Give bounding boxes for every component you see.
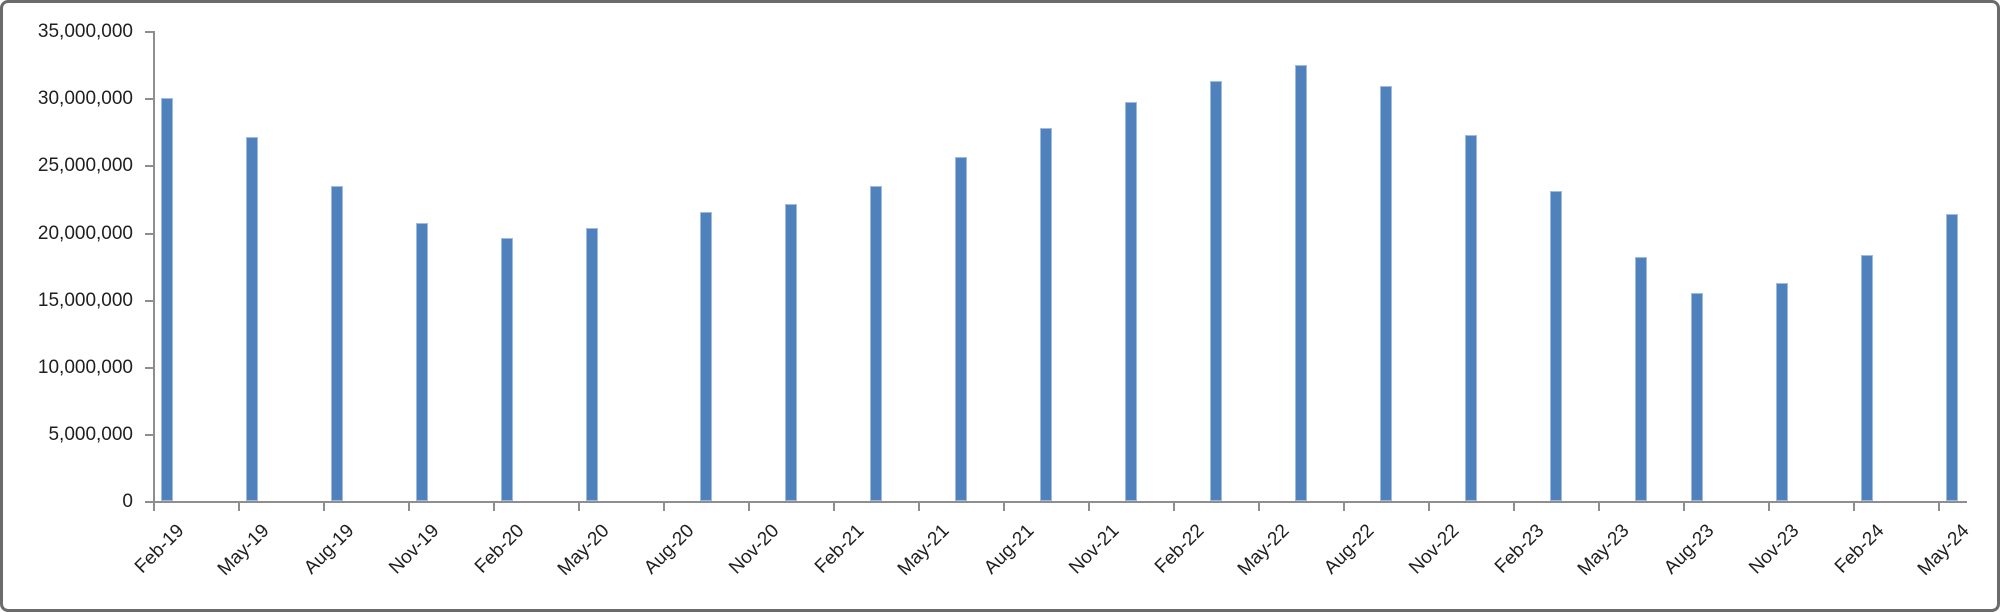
bar — [869, 185, 882, 501]
y-axis-tick — [145, 165, 154, 168]
y-axis-tick-label: 10,000,000 — [37, 356, 133, 378]
x-axis-tick — [578, 502, 581, 511]
bar — [1039, 127, 1052, 501]
bar — [1691, 292, 1704, 501]
x-axis-tick-label: Nov-22 — [1405, 520, 1464, 579]
y-axis-tick-label: 20,000,000 — [37, 222, 133, 244]
bar — [699, 212, 712, 501]
x-axis-tick — [408, 502, 411, 511]
x-axis-tick-label: Aug-23 — [1660, 520, 1719, 579]
x-axis-tick-label: Feb-22 — [1151, 520, 1209, 578]
x-axis-tick — [833, 502, 836, 511]
x-axis-tick-label: Nov-21 — [1065, 520, 1124, 579]
bar — [331, 185, 344, 501]
bar — [501, 237, 514, 501]
bar — [161, 98, 174, 501]
x-axis-tick-label: Feb-23 — [1491, 520, 1549, 578]
x-axis-tick — [1853, 502, 1856, 511]
x-axis-tick — [323, 502, 326, 511]
bar — [1294, 64, 1307, 501]
bar — [1861, 255, 1874, 501]
x-axis-tick — [1938, 502, 1941, 511]
x-axis-tick-label: Nov-20 — [725, 520, 784, 579]
bar — [1464, 134, 1477, 501]
bar — [1379, 86, 1392, 501]
x-axis-tick-label: Feb-19 — [131, 520, 189, 578]
bar — [1776, 283, 1789, 501]
y-axis-tick — [145, 98, 154, 101]
bar — [1124, 102, 1137, 501]
y-axis-tick-label: 30,000,000 — [37, 88, 133, 110]
x-axis-tick — [1768, 502, 1771, 511]
x-axis-tick-label: Aug-21 — [980, 520, 1039, 579]
x-axis-tick-label: Aug-22 — [1320, 520, 1379, 579]
bar — [954, 157, 967, 501]
y-axis-tick — [145, 299, 154, 302]
bar — [1549, 190, 1562, 501]
x-axis-tick-label: May-19 — [213, 520, 274, 580]
x-axis-tick-label: Nov-19 — [385, 520, 444, 579]
x-axis-tick-label: Nov-23 — [1745, 520, 1804, 579]
x-axis-tick-label: Aug-19 — [300, 520, 359, 579]
y-axis-tick — [145, 366, 154, 369]
x-axis-tick-label: May-23 — [1573, 520, 1634, 580]
x-axis-tick — [918, 502, 921, 511]
y-axis-tick-label: 25,000,000 — [37, 155, 133, 177]
x-axis-tick-label: Feb-20 — [471, 520, 529, 578]
x-axis-tick — [493, 502, 496, 511]
x-axis-tick — [748, 502, 751, 511]
x-axis-tick — [1513, 502, 1516, 511]
x-axis-tick — [1683, 502, 1686, 511]
y-axis-tick-label: 35,000,000 — [37, 21, 133, 43]
x-axis-tick — [1343, 502, 1346, 511]
x-axis-tick — [1173, 502, 1176, 511]
x-axis-tick — [1003, 502, 1006, 511]
x-axis-tick — [1428, 502, 1431, 511]
x-axis-tick — [663, 502, 666, 511]
x-axis-tick — [1088, 502, 1091, 511]
x-axis-tick — [238, 502, 241, 511]
x-axis-tick — [153, 502, 156, 511]
y-axis-tick — [145, 232, 154, 235]
x-axis-tick-label: May-24 — [1913, 520, 1974, 580]
x-axis-line — [153, 500, 1967, 503]
bar — [1634, 256, 1647, 501]
x-axis-tick-label: Feb-21 — [811, 520, 869, 578]
x-axis-tick-label: May-22 — [1233, 520, 1294, 580]
y-axis-line — [153, 31, 156, 503]
x-axis-tick-label: Feb-24 — [1831, 520, 1889, 578]
y-axis-tick — [145, 500, 154, 503]
bar — [416, 223, 429, 501]
bar — [784, 204, 797, 501]
bar — [1209, 80, 1222, 501]
x-axis-tick — [1258, 502, 1261, 511]
x-axis-tick-label: May-20 — [553, 520, 614, 580]
y-axis-tick-label: 15,000,000 — [37, 289, 133, 311]
x-axis-tick-label: May-21 — [893, 520, 954, 580]
bar — [246, 137, 259, 501]
y-axis-tick-label: 0 — [122, 490, 133, 512]
x-axis-tick — [1598, 502, 1601, 511]
bar — [586, 228, 599, 501]
y-axis-tick — [145, 433, 154, 436]
x-axis-tick-label: Aug-20 — [640, 520, 699, 579]
y-axis-tick-label: 5,000,000 — [48, 423, 133, 445]
y-axis-tick — [145, 31, 154, 34]
bar — [1946, 213, 1959, 501]
